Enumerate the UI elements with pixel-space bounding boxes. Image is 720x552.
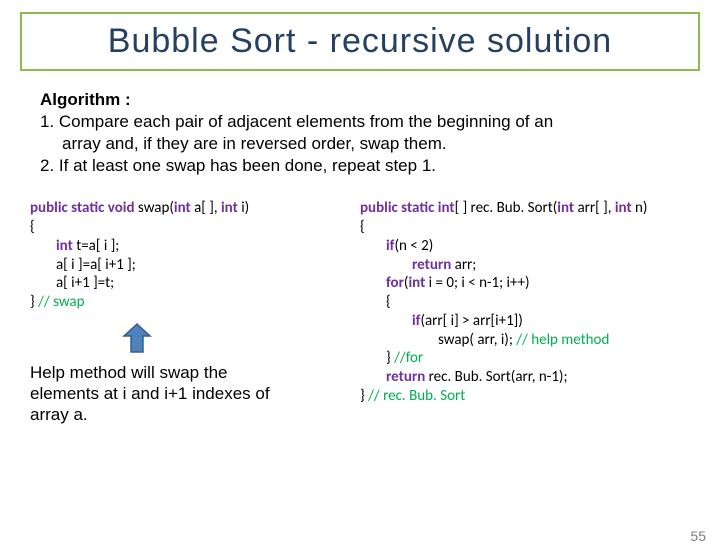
rec-open-brace: { [360, 218, 690, 237]
right-column: public static int[ ] rec. Bub. Sort(int … [360, 199, 690, 425]
algorithm-step-2: 2. If at least one swap has been done, r… [40, 155, 680, 177]
swap-signature: public static void swap(int a[ ], int i) [30, 199, 340, 218]
recursive-code: public static int[ ] rec. Bub. Sort(int … [360, 199, 690, 405]
rec-endfor: } //for [360, 349, 690, 368]
rec-for: for(int i = 0; i < n-1; i++) [360, 274, 690, 293]
rec-return-2: return rec. Bub. Sort(arr, n-1); [360, 368, 690, 387]
swap-open-brace: { [30, 218, 340, 237]
slide-title: Bubble Sort - recursive solution [38, 22, 682, 61]
swap-close: } // swap [30, 293, 340, 312]
rec-signature: public static int[ ] rec. Bub. Sort(int … [360, 199, 690, 218]
page-number: 55 [690, 528, 706, 544]
algorithm-step-1b: array and, if they are in reversed order… [40, 133, 680, 155]
rec-if: if(n < 2) [360, 237, 690, 256]
title-box: Bubble Sort - recursive solution [20, 12, 700, 71]
help-note: Help method will swap the elements at i … [30, 362, 290, 426]
rec-swap-call: swap( arr, i); // help method [360, 331, 690, 350]
algorithm-step-1a: 1. Compare each pair of adjacent element… [40, 111, 680, 133]
up-arrow-icon [120, 322, 160, 356]
code-columns: public static void swap(int a[ ], int i)… [30, 199, 690, 425]
rec-if-2: if(arr[ i] > arr[i+1]) [360, 312, 690, 331]
rec-open-brace-2: { [360, 293, 690, 312]
swap-line-1: int t=a[ i ]; [30, 237, 340, 256]
rec-return-1: return arr; [360, 256, 690, 275]
algorithm-block: Algorithm : 1. Compare each pair of adja… [40, 89, 680, 177]
swap-code: public static void swap(int a[ ], int i)… [30, 199, 340, 312]
rec-close: } // rec. Bub. Sort [360, 387, 690, 406]
swap-line-2: a[ i ]=a[ i+1 ]; [30, 256, 340, 275]
algorithm-heading: Algorithm : [40, 89, 680, 111]
swap-line-3: a[ i+1 ]=t; [30, 274, 340, 293]
left-column: public static void swap(int a[ ], int i)… [30, 199, 340, 425]
